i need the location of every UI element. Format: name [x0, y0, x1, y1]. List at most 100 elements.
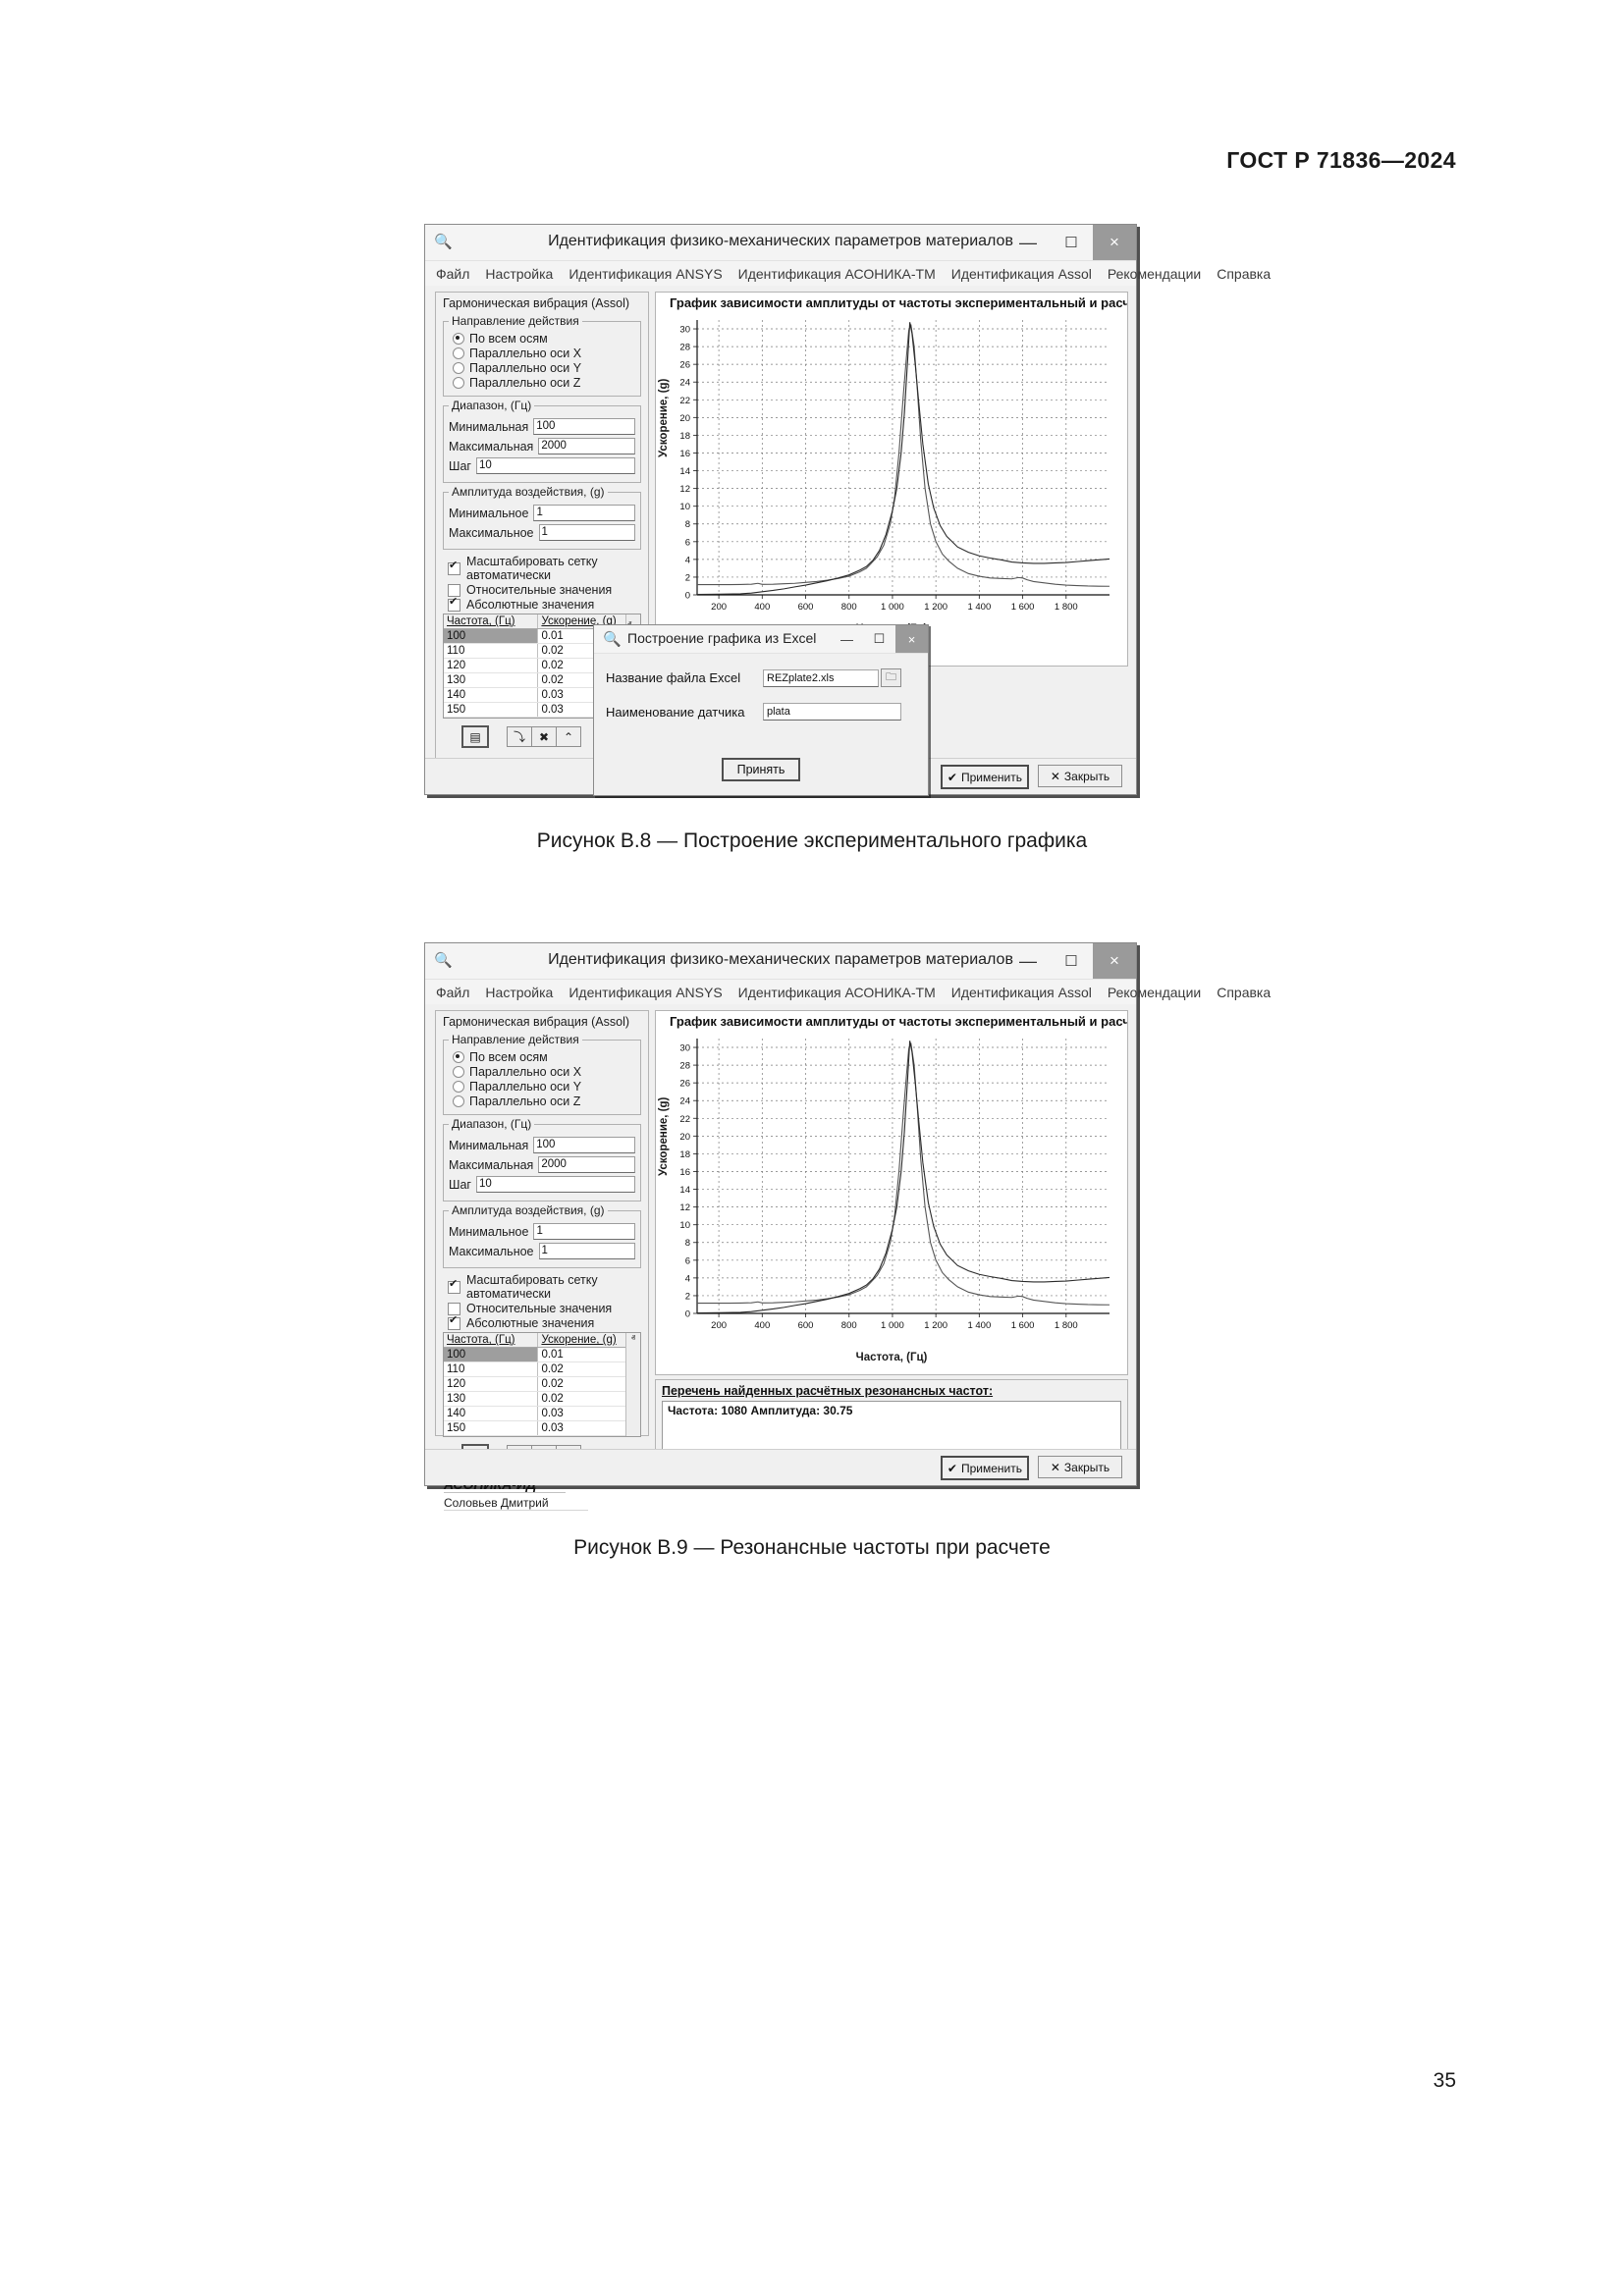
max-frequency-input[interactable]: 2000 [538, 1156, 635, 1173]
menu-item-help[interactable]: Справка [1217, 266, 1271, 282]
menu-item-identification-assol[interactable]: Идентификация Assol [951, 266, 1092, 282]
menu-item-file[interactable]: Файл [436, 266, 469, 282]
minimize-button[interactable]: — [1006, 943, 1050, 979]
figure-8-caption: Рисунок В.8 — Построение экспериментальн… [0, 829, 1624, 853]
table-toolbar-group[interactable]: ⤵ ✖ ⌃ [507, 726, 581, 747]
table-row[interactable]: 140 0.03 [444, 1407, 625, 1421]
checkbox-auto-scale-grid[interactable]: Масштабировать сетку автоматически [448, 555, 648, 582]
svg-text:1 200: 1 200 [924, 1320, 947, 1331]
min-amplitude-input[interactable]: 1 [533, 1223, 635, 1240]
field-row-step: Шаг 10 [449, 457, 635, 474]
radio-all-axes[interactable]: По всем осям [453, 332, 635, 346]
menu-item-settings[interactable]: Настройка [485, 266, 553, 282]
radio-parallel-y[interactable]: Параллельно оси Y [453, 361, 635, 375]
apply-button[interactable]: ✔ Применить [941, 1456, 1029, 1480]
radio-parallel-z[interactable]: Параллельно оси Z [453, 1095, 635, 1108]
menu-item-identification-asonika-tm[interactable]: Идентификация АСОНИКА-ТМ [738, 266, 936, 282]
save-table-icon[interactable]: ▤ [461, 725, 489, 748]
resonance-list[interactable]: Частота: 1080 Амплитуда: 30.75 [662, 1401, 1121, 1454]
excel-import-dialog[interactable]: 🔍 Построение графика из Excel — ☐ × Назв… [593, 624, 929, 796]
menu-item-identification-ansys[interactable]: Идентификация ANSYS [568, 266, 722, 282]
window-controls[interactable]: — ☐ × [1006, 943, 1136, 979]
amplitude-group-legend: Амплитуда воздействия, (g) [449, 485, 608, 499]
plot-curve-icon[interactable]: ⤵ [507, 726, 531, 747]
checkbox-label: Относительные значения [466, 583, 612, 597]
close-button[interactable]: × [1093, 225, 1136, 260]
menu-item-identification-asonika-tm[interactable]: Идентификация АСОНИКА-ТМ [738, 985, 936, 1000]
checkbox-relative-values[interactable]: Относительные значения [448, 1302, 648, 1315]
minimize-button[interactable]: — [1006, 225, 1050, 260]
svg-text:6: 6 [685, 1255, 690, 1266]
close-window-button[interactable]: ✕ Закрыть [1038, 1456, 1122, 1478]
excel-file-input[interactable]: REZplate2.xls [763, 669, 879, 687]
frequency-range-legend: Диапазон, (Гц) [449, 399, 534, 412]
chart-title: График зависимости амплитуды от частоты … [656, 1011, 1127, 1029]
svg-text:16: 16 [679, 449, 690, 459]
close-button[interactable]: × [1093, 943, 1136, 979]
table-row[interactable]: 130 0.02 [444, 1392, 625, 1407]
max-frequency-input[interactable]: 2000 [538, 438, 635, 454]
direction-group-legend: Направление действия [449, 1033, 582, 1046]
table-row[interactable]: 100 0.01 [444, 1348, 625, 1362]
menu-item-identification-ansys[interactable]: Идентификация ANSYS [568, 985, 722, 1000]
close-window-button[interactable]: ✕ Закрыть [1038, 765, 1122, 787]
step-input[interactable]: 10 [476, 457, 635, 474]
min-amplitude-input[interactable]: 1 [533, 505, 635, 521]
radio-parallel-x[interactable]: Параллельно оси X [453, 1065, 635, 1079]
menu-item-identification-assol[interactable]: Идентификация Assol [951, 985, 1092, 1000]
menubar[interactable]: Файл Настройка Идентификация ANSYS Идент… [425, 980, 1136, 1006]
sensor-name-input[interactable]: plata [763, 703, 901, 721]
radio-parallel-y[interactable]: Параллельно оси Y [453, 1080, 635, 1094]
frequency-acceleration-table[interactable]: Частота, (Гц) Ускорение, (g) 100 0.01 11… [443, 1332, 641, 1437]
maximize-button[interactable]: ☐ [1050, 943, 1093, 979]
radio-parallel-x[interactable]: Параллельно оси X [453, 347, 635, 360]
max-amplitude-input[interactable]: 1 [539, 524, 635, 541]
max-amplitude-input[interactable]: 1 [539, 1243, 635, 1259]
menu-item-settings[interactable]: Настройка [485, 985, 553, 1000]
step-input[interactable]: 10 [476, 1176, 635, 1193]
chart-plot-area: 024681012141618202224262830200 400 600 800 1… [656, 310, 1117, 624]
min-frequency-input[interactable]: 100 [533, 418, 635, 435]
cell-frequency: 130 [444, 1392, 538, 1406]
accept-button[interactable]: Принять [722, 758, 800, 781]
scroll-up-icon[interactable]: ⱏ [631, 1333, 635, 1343]
checkbox-auto-scale-grid[interactable]: Масштабировать сетку автоматически [448, 1273, 648, 1301]
window-titlebar[interactable]: 🔍 Идентификация физико-механических пара… [425, 943, 1136, 980]
dialog-window-controls[interactable]: — ☐ × [831, 625, 928, 653]
svg-text:26: 26 [679, 1079, 690, 1090]
checkbox-relative-values[interactable]: Относительные значения [448, 583, 648, 597]
table-row[interactable]: 150 0.03 [444, 1421, 625, 1436]
checkbox-absolute-values[interactable]: Абсолютные значения [448, 1316, 648, 1330]
menu-item-recommendations[interactable]: Рекомендации [1108, 266, 1201, 282]
column-header-frequency[interactable]: Частота, (Гц) [444, 1333, 538, 1347]
menu-item-help[interactable]: Справка [1217, 985, 1271, 1000]
min-frequency-input[interactable]: 100 [533, 1137, 635, 1153]
radio-parallel-z[interactable]: Параллельно оси Z [453, 376, 635, 390]
app-window-figure-9[interactable]: 🔍 Идентификация физико-механических пара… [424, 942, 1137, 1486]
peak-icon[interactable]: ⌃ [556, 726, 581, 747]
menu-item-recommendations[interactable]: Рекомендации [1108, 985, 1201, 1000]
table-row[interactable]: 120 0.02 [444, 1377, 625, 1392]
field-row-max-frequency: Максимальная 2000 [449, 438, 635, 454]
dialog-close-button[interactable]: × [895, 625, 928, 653]
window-titlebar[interactable]: 🔍 Идентификация физико-механических пара… [425, 225, 1136, 261]
table-row[interactable]: 110 0.02 [444, 1362, 625, 1377]
menu-item-file[interactable]: Файл [436, 985, 469, 1000]
delete-row-icon[interactable]: ✖ [531, 726, 556, 747]
maximize-button[interactable]: ☐ [1050, 225, 1093, 260]
dialog-maximize-button[interactable]: ☐ [863, 625, 895, 653]
window-controls[interactable]: — ☐ × [1006, 225, 1136, 260]
svg-text:18: 18 [679, 431, 690, 442]
dialog-minimize-button[interactable]: — [831, 625, 863, 653]
list-item[interactable]: Частота: 1080 Амплитуда: 30.75 [663, 1402, 1120, 1417]
dialog-titlebar[interactable]: 🔍 Построение графика из Excel — ☐ × [594, 625, 928, 654]
menubar[interactable]: Файл Настройка Идентификация ANSYS Идент… [425, 261, 1136, 288]
column-header-acceleration[interactable]: Ускорение, (g) [538, 1333, 625, 1347]
table-scrollbar[interactable]: ⱏ ⱟ [625, 1333, 640, 1436]
column-header-frequency[interactable]: Частота, (Гц) [444, 614, 538, 628]
radio-all-axes[interactable]: По всем осям [453, 1050, 635, 1064]
folder-icon[interactable]: 🗀 [881, 668, 901, 687]
checkbox-absolute-values[interactable]: Абсолютные значения [448, 598, 648, 612]
apply-button[interactable]: ✔ Применить [941, 765, 1029, 789]
radio-indicator-icon [453, 362, 464, 374]
